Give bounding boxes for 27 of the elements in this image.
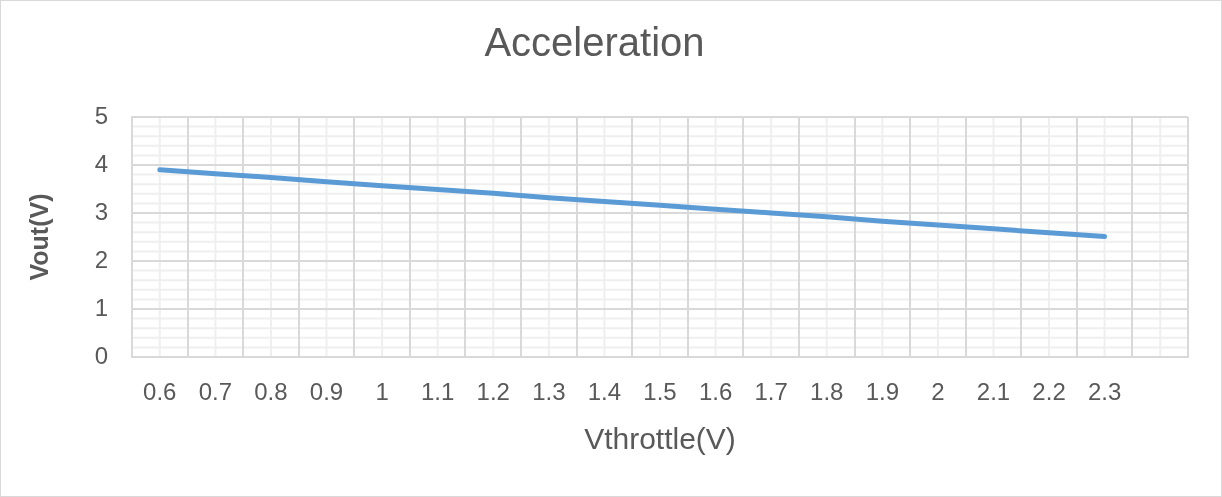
x-tick-label: 1.5	[643, 378, 677, 406]
y-tick-label: 3	[94, 197, 108, 225]
x-tick-label: 1.8	[810, 378, 844, 406]
x-tick-label: 2.1	[976, 378, 1011, 406]
x-tick-label: 2.2	[1032, 378, 1066, 406]
y-tick-label: 1	[94, 293, 108, 321]
x-tick-label: 1.3	[532, 378, 566, 406]
x-tick-label: 0.6	[143, 378, 177, 406]
x-tick-label: 2.3	[1087, 378, 1122, 406]
x-tick-label: 2	[931, 378, 945, 406]
x-axis-title: Vthrottle(V)	[584, 422, 736, 456]
y-tick-label: 0	[94, 341, 108, 369]
x-tick-label: 1.6	[698, 378, 733, 406]
chart-title: Acceleration	[484, 20, 705, 65]
x-tick-label: 1.1	[421, 378, 455, 406]
x-tick-label: 1.7	[754, 378, 788, 406]
y-tick-label: 2	[94, 245, 108, 273]
x-tick-label: 0.8	[254, 378, 288, 406]
x-tick-label: 1.4	[587, 378, 622, 406]
x-tick-label: 0.9	[309, 378, 344, 406]
x-tick-label: 1	[375, 378, 389, 406]
y-axis-title: Vout(V)	[24, 193, 53, 281]
x-tick-label: 0.7	[198, 378, 233, 406]
y-tick-label: 5	[94, 101, 108, 129]
y-tick-label: 4	[94, 149, 108, 177]
x-tick-label: 1.9	[865, 378, 899, 406]
x-tick-label: 1.2	[476, 378, 510, 406]
